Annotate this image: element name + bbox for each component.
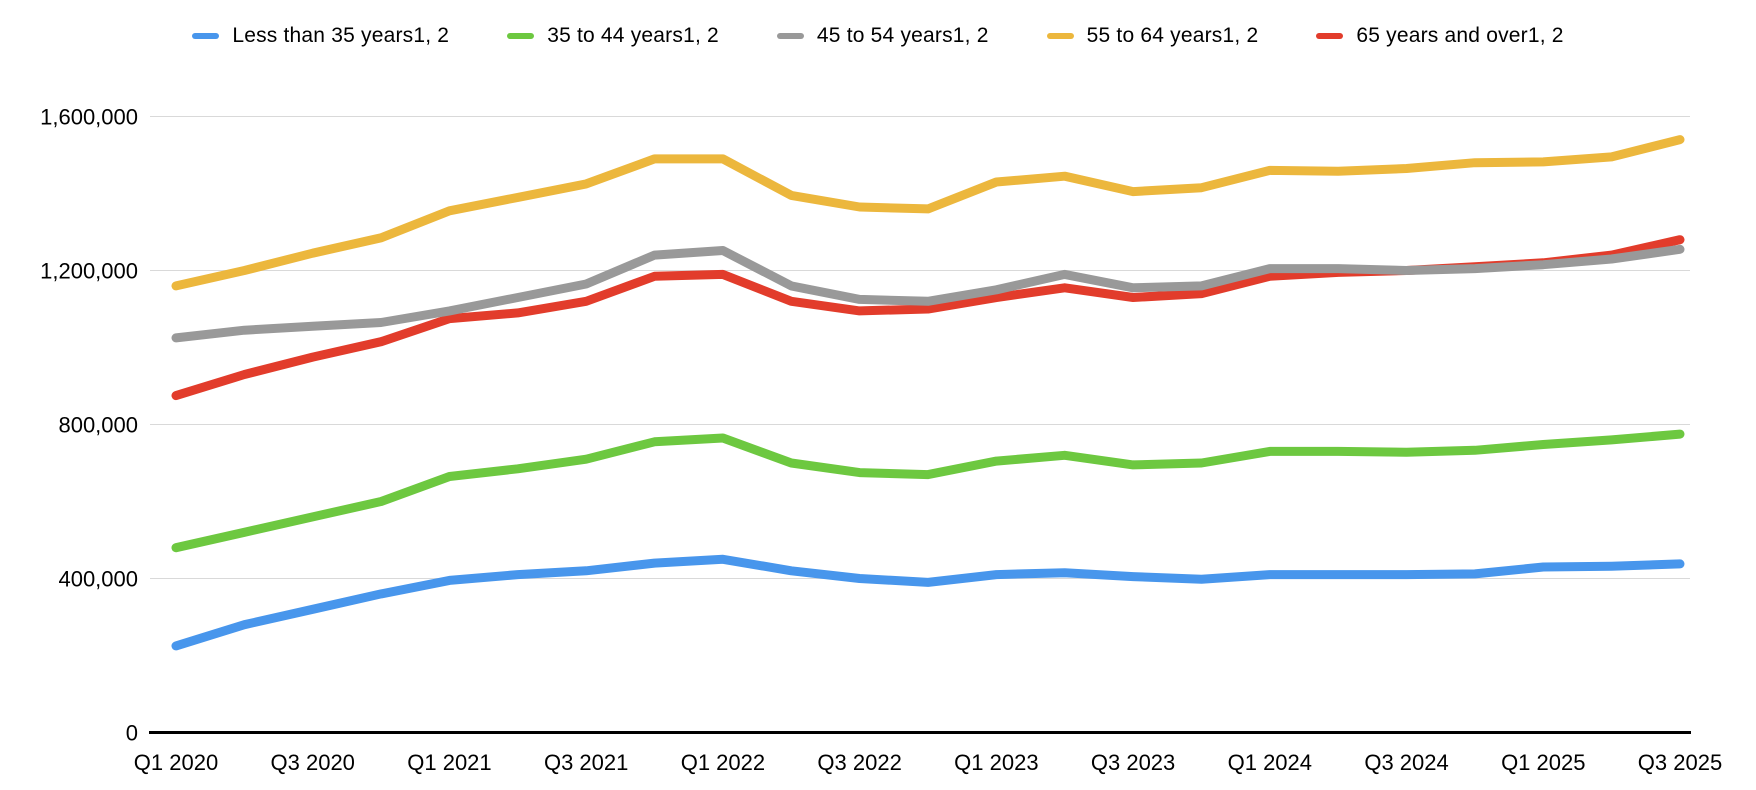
legend-label: 65 years and over1, 2 xyxy=(1356,24,1564,47)
legend-swatch-icon xyxy=(192,33,220,39)
x-tick-label: Q1 2024 xyxy=(1228,750,1312,775)
series-line-55-to-64-years1-2[interactable] xyxy=(171,135,1685,291)
legend-item-35-to-44-years1-2[interactable]: 35 to 44 years1, 2 xyxy=(507,24,719,48)
x-tick-label: Q1 2023 xyxy=(954,750,1038,775)
legend-item-45-to-54-years1-2[interactable]: 45 to 54 years1, 2 xyxy=(776,24,989,48)
x-tick-label: Q1 2025 xyxy=(1501,750,1585,775)
y-tick-label: 1,200,000 xyxy=(40,259,138,284)
legend-label: 35 to 44 years1, 2 xyxy=(547,24,719,47)
legend-label: 55 to 64 years1, 2 xyxy=(1086,24,1259,47)
x-tick-label: Q1 2021 xyxy=(407,750,491,775)
legend-item-55-to-64-years1-2[interactable]: 55 to 64 years1, 2 xyxy=(1046,24,1259,48)
x-tick-label: Q1 2022 xyxy=(681,750,765,775)
y-tick-label: 0 xyxy=(126,721,138,746)
x-tick-label: Q3 2022 xyxy=(817,750,901,775)
legend-label: 45 to 54 years1, 2 xyxy=(816,24,989,47)
legend-item-65-years-and-over1-2[interactable]: 65 years and over1, 2 xyxy=(1316,24,1563,48)
x-tick-label: Q3 2021 xyxy=(544,750,628,775)
series-line-45-to-54-years1-2[interactable] xyxy=(171,244,1685,343)
series-line-35-to-44-years1-2[interactable] xyxy=(171,429,1685,553)
x-tick-label: Q3 2025 xyxy=(1638,750,1722,775)
legend-swatch-icon xyxy=(507,33,535,39)
series-line-less-than-35-years1-2[interactable] xyxy=(171,554,1685,651)
y-tick-label: 400,000 xyxy=(58,567,138,592)
y-tick-label: 800,000 xyxy=(58,413,138,438)
x-tick-label: Q1 2020 xyxy=(134,750,218,775)
legend-label: Less than 35 years1, 2 xyxy=(232,24,450,47)
x-tick-label: Q3 2024 xyxy=(1364,750,1448,775)
y-tick-label: 1,600,000 xyxy=(40,105,138,130)
legend-swatch-icon xyxy=(1316,33,1344,39)
legend-swatch-icon xyxy=(1046,33,1074,39)
legend-item-less-than-35-years1-2[interactable]: Less than 35 years1, 2 xyxy=(192,24,449,48)
x-tick-label: Q3 2023 xyxy=(1091,750,1175,775)
x-tick-label: Q3 2020 xyxy=(271,750,355,775)
legend-swatch-icon xyxy=(776,33,804,39)
legend: Less than 35 years1, 2 35 to 44 years1, 2… xyxy=(0,24,1756,48)
